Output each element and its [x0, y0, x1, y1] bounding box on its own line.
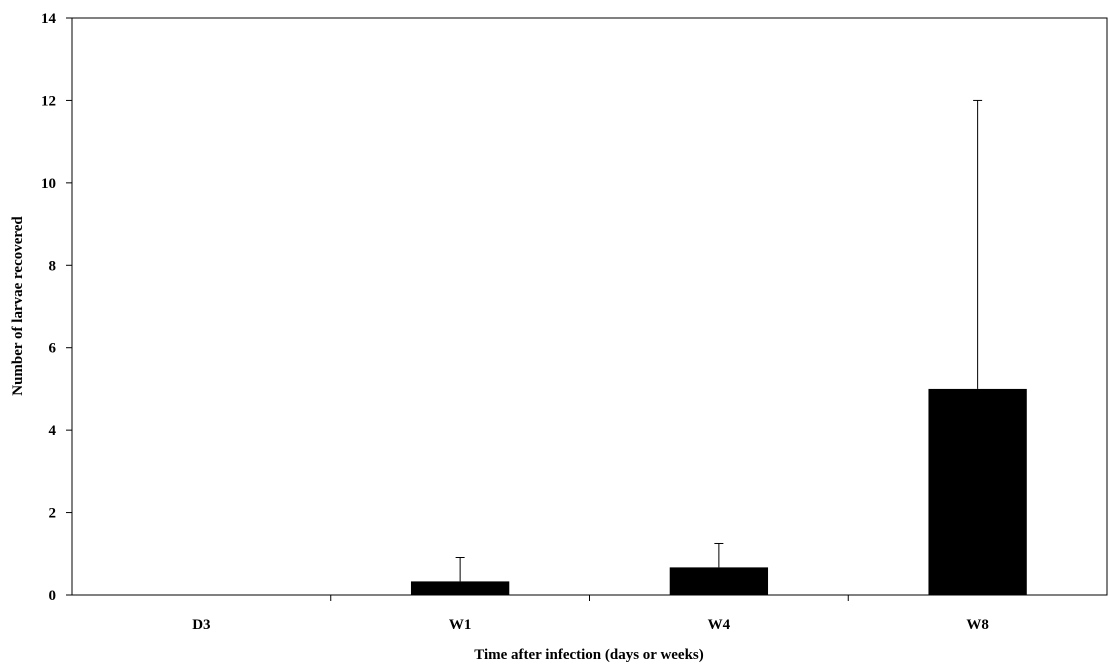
x-axis: D3 W1 W4 W8 [192, 595, 989, 633]
x-tick-label: W8 [966, 617, 989, 633]
x-tick-label: W1 [449, 617, 472, 633]
y-tick-label: 2 [49, 506, 57, 522]
y-tick-label: 4 [49, 423, 57, 439]
x-tick-label: W4 [708, 617, 731, 633]
y-tick-label: 14 [41, 11, 57, 27]
bar-w4 [669, 567, 769, 595]
bars-layer [410, 388, 1027, 595]
y-tick-label: 8 [49, 258, 57, 274]
y-tick-label: 6 [49, 341, 57, 357]
y-axis: 0 2 4 6 8 10 12 14 [41, 11, 72, 604]
bar-w8 [928, 388, 1027, 595]
y-tick-label: 12 [41, 93, 56, 109]
error-bars-layer [455, 99, 983, 582]
x-tick-label: D3 [192, 617, 210, 633]
x-axis-title: Time after infection (days or weeks) [474, 647, 704, 663]
y-axis-title: Number of larvae recovered [10, 216, 26, 396]
y-tick-label: 0 [49, 588, 57, 604]
y-tick-label: 10 [41, 176, 56, 192]
bar-w1 [410, 581, 510, 595]
